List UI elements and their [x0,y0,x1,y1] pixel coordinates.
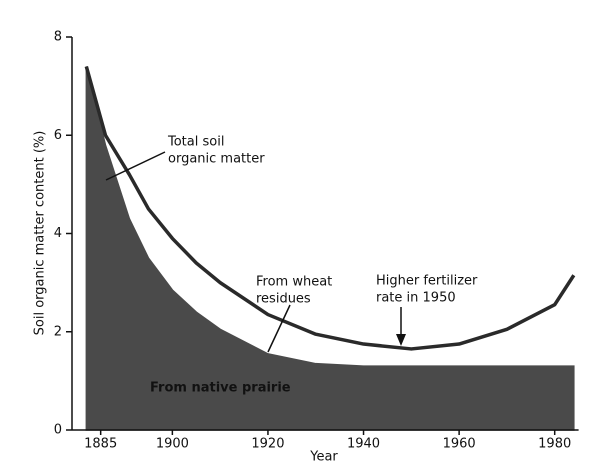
line [84,66,576,351]
y-tick-label: 2 [54,324,62,339]
y-tick-label: 4 [54,226,62,241]
annotation: Total soil [167,135,224,150]
x-tick-label: 1885 [84,437,117,452]
y-axis-label: Soil organic matter content (%) [33,131,48,336]
leader [105,151,166,181]
y-tick-label: 8 [54,30,62,45]
x-tick-label: 1940 [347,437,380,452]
y-tick-label: 6 [54,128,62,143]
area [85,66,575,431]
annotation: residues [256,292,311,307]
x-tick-label: 1900 [156,437,189,452]
annotation: organic matter [168,152,265,167]
arrow-head [396,334,406,346]
x-tick-label: 1980 [538,437,571,452]
annotation: From native prairie [150,381,291,396]
leader [267,304,291,353]
annotation: Higher fertilizer [376,274,478,289]
annotation: From wheat [256,275,332,290]
x-axis-label: Year [309,450,338,465]
y-tick-label: 0 [54,423,62,438]
annotation: rate in 1950 [376,291,456,306]
x-tick-label: 1960 [443,437,476,452]
x-tick-label: 1920 [251,437,284,452]
